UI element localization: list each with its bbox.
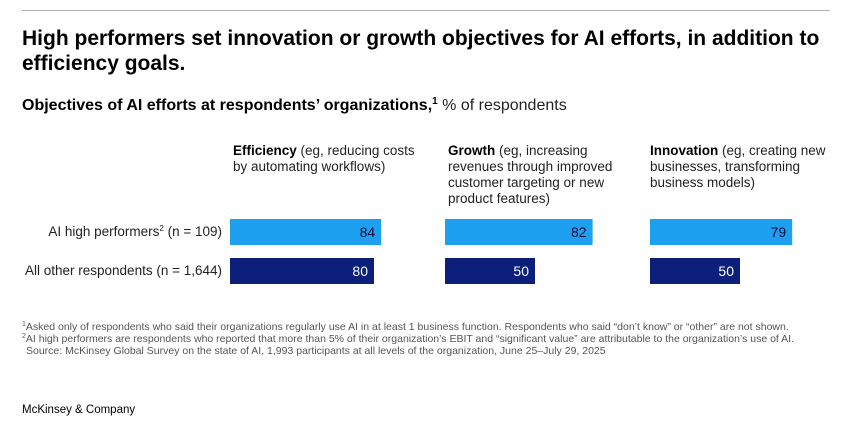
- bar-ai-high-performers-efficiency: [230, 219, 382, 245]
- column-header-name: Efficiency: [233, 143, 297, 158]
- bar-ai-high-performers-innovation: [650, 219, 793, 245]
- source-note: Source: McKinsey Global Survey on the st…: [26, 345, 606, 357]
- row-label-name: All other respondents: [25, 263, 153, 278]
- column-header-desc: (eg, reducing costs by automating workfl…: [233, 143, 415, 174]
- column-header-desc: (eg, creating new businesses, transformi…: [650, 143, 826, 190]
- footnote-text: Asked only of respondents who said their…: [25, 321, 789, 333]
- bar-value-label: 79: [771, 224, 787, 240]
- subtitle-text: Objectives of AI efforts at respondents’…: [22, 97, 433, 114]
- column-header-name: Growth: [448, 143, 496, 158]
- row-label-ai-high-performers: AI high performers2 (n = 109): [22, 224, 222, 240]
- column-header-desc: (eg, increasing revenues through improve…: [448, 143, 613, 206]
- row-label-n: (n = 109): [163, 224, 222, 239]
- row-label-n: (n = 1,644): [152, 263, 222, 278]
- footnotes: 1Asked only of respondents who said thei…: [22, 321, 832, 357]
- subtitle-footnote-mark: 1: [432, 96, 438, 107]
- footnote-mark: 1: [22, 321, 26, 328]
- row-label-all-other-respondents: All other respondents (n = 1,644): [22, 263, 222, 279]
- bar-value-label: 84: [360, 224, 376, 240]
- row-label-name: AI high performers: [48, 224, 160, 239]
- bar-all-other-efficiency: [230, 258, 374, 284]
- subtitle-unit: % of respondents: [437, 97, 567, 114]
- chart-subtitle: Objectives of AI efforts at respondents’…: [22, 96, 567, 116]
- footnote-1: 1Asked only of respondents who said thei…: [22, 321, 832, 333]
- column-header-efficiency: Efficiency (eg, reducing costs by automa…: [233, 143, 418, 175]
- column-header-innovation: Innovation (eg, creating new businesses,…: [650, 143, 835, 191]
- bar-all-other-innovation: [650, 258, 740, 284]
- bar-value-label: 82: [571, 224, 587, 240]
- row-label-footnote-mark: 2: [159, 224, 164, 233]
- footnote-text: AI high performers are respondents who r…: [25, 333, 795, 345]
- top-rule: [22, 10, 830, 11]
- bar-all-other-growth: [445, 258, 535, 284]
- bar-value-label: 50: [718, 263, 734, 279]
- bar-value-label: 50: [513, 263, 529, 279]
- bar-ai-high-performers-growth: [445, 219, 593, 245]
- column-header-name: Innovation: [650, 143, 719, 158]
- column-header-growth: Growth (eg, increasing revenues through …: [448, 143, 633, 207]
- footnote-2: 2AI high performers are respondents who …: [22, 333, 832, 345]
- footnote-mark: 2: [22, 333, 26, 340]
- chart-headline: High performers set innovation or growth…: [22, 27, 820, 75]
- brand-logo-text: McKinsey & Company: [22, 404, 136, 416]
- bar-value-label: 80: [352, 263, 368, 279]
